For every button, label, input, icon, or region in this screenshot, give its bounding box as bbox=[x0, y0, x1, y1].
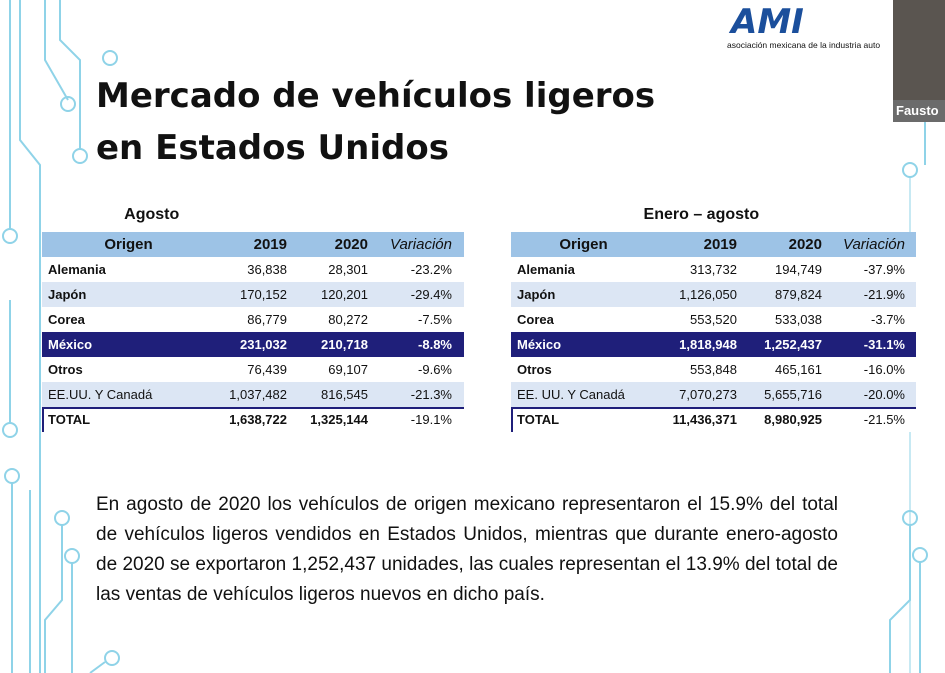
row-label: Japón bbox=[48, 287, 87, 302]
column-header: Origen bbox=[104, 236, 153, 253]
column-header: Origen bbox=[559, 236, 608, 253]
cell-value: -16.0% bbox=[863, 362, 905, 377]
slide-title: Mercado de vehículos ligeros en Estados … bbox=[96, 70, 655, 174]
cell-value: -21.3% bbox=[410, 387, 452, 402]
row-label: México bbox=[517, 337, 562, 352]
cell-value: 553,520 bbox=[690, 312, 737, 327]
cell-value: -9.6% bbox=[418, 362, 452, 377]
cell-value: -20.0% bbox=[863, 387, 905, 402]
table-row-bg bbox=[511, 407, 916, 432]
cell-value: 8,980,925 bbox=[764, 412, 822, 427]
video-thumbnail: Fausto bbox=[893, 0, 945, 122]
row-label: TOTAL bbox=[48, 412, 91, 427]
cell-value: 1,037,482 bbox=[229, 387, 287, 402]
table-row-bg bbox=[511, 332, 916, 357]
cell-value: 1,126,050 bbox=[679, 287, 737, 302]
row-label: Otros bbox=[517, 362, 552, 377]
cell-value: 86,779 bbox=[247, 312, 287, 327]
table-caption: Agosto bbox=[124, 206, 180, 223]
row-label: Japón bbox=[517, 287, 556, 302]
cell-value: 1,325,144 bbox=[310, 412, 368, 427]
logo: AMI asociación mexicana de la industria … bbox=[713, 0, 893, 58]
table-row-bg bbox=[42, 357, 464, 382]
row-label: Alemania bbox=[517, 262, 575, 277]
cell-value: 76,439 bbox=[247, 362, 287, 377]
cell-value: 465,161 bbox=[775, 362, 822, 377]
row-label: TOTAL bbox=[517, 412, 560, 427]
cell-value: -31.1% bbox=[863, 337, 905, 352]
table-row-bg bbox=[511, 257, 916, 282]
cell-value: 80,272 bbox=[328, 312, 368, 327]
cell-value: -8.8% bbox=[418, 337, 452, 352]
table-row-bg bbox=[511, 282, 916, 307]
title-line: en Estados Unidos bbox=[96, 128, 449, 168]
table-row-bg bbox=[42, 332, 464, 357]
cell-value: 533,038 bbox=[775, 312, 822, 327]
cell-value: -29.4% bbox=[410, 287, 452, 302]
cell-value: 170,152 bbox=[240, 287, 287, 302]
column-header: Variación bbox=[843, 236, 905, 253]
row-label: Corea bbox=[517, 312, 554, 327]
cell-value: 28,301 bbox=[328, 262, 368, 277]
cell-value: 194,749 bbox=[775, 262, 822, 277]
cell-value: 553,848 bbox=[690, 362, 737, 377]
column-header: Variación bbox=[390, 236, 452, 253]
cell-value: 5,655,716 bbox=[764, 387, 822, 402]
cell-value: -21.5% bbox=[863, 412, 905, 427]
table-header-bg bbox=[42, 232, 464, 257]
table-row-bg bbox=[42, 407, 464, 432]
cell-value: -37.9% bbox=[863, 262, 905, 277]
cell-value: 816,545 bbox=[321, 387, 368, 402]
table-row-bg bbox=[42, 307, 464, 332]
row-label: EE. UU. Y Canadá bbox=[517, 387, 625, 402]
cell-value: 313,732 bbox=[690, 262, 737, 277]
cell-value: 879,824 bbox=[775, 287, 822, 302]
column-header: 2020 bbox=[788, 236, 822, 253]
cell-value: 7,070,273 bbox=[679, 387, 737, 402]
row-label: México bbox=[48, 337, 93, 352]
table-caption: Enero – agosto bbox=[643, 206, 760, 223]
paragraph: En agosto de 2020 los vehículos de orige… bbox=[96, 494, 838, 605]
table-row-bg bbox=[511, 382, 916, 407]
participant-name: Fausto bbox=[893, 100, 945, 122]
cell-value: 1,638,722 bbox=[229, 412, 287, 427]
cell-value: 231,032 bbox=[240, 337, 287, 352]
column-header: 2020 bbox=[334, 236, 368, 253]
row-label: Alemania bbox=[48, 262, 106, 277]
row-label: Otros bbox=[48, 362, 83, 377]
cell-value: 1,818,948 bbox=[679, 337, 737, 352]
cell-value: 210,718 bbox=[321, 337, 368, 352]
cell-value: 69,107 bbox=[328, 362, 368, 377]
cell-value: -3.7% bbox=[871, 312, 905, 327]
title-line: Mercado de vehículos ligeros bbox=[96, 76, 656, 116]
cell-value: -21.9% bbox=[863, 287, 905, 302]
table-header-bg bbox=[511, 232, 916, 257]
cell-value: 1,252,437 bbox=[764, 337, 822, 352]
table-row-bg bbox=[511, 307, 916, 332]
logo-mark: AMI bbox=[731, 2, 804, 42]
cell-value: 120,201 bbox=[321, 287, 368, 302]
row-label: EE.UU. Y Canadá bbox=[48, 387, 153, 402]
table-row-bg bbox=[42, 257, 464, 282]
cell-value: -23.2% bbox=[410, 262, 452, 277]
cell-value: -19.1% bbox=[410, 412, 452, 427]
table-row-bg bbox=[42, 382, 464, 407]
row-label: Corea bbox=[48, 312, 85, 327]
table-row-bg bbox=[42, 282, 464, 307]
table-row-bg bbox=[511, 357, 916, 382]
column-header: 2019 bbox=[253, 236, 287, 253]
cell-value: 36,838 bbox=[247, 262, 287, 277]
cell-value: 11,436,371 bbox=[672, 412, 737, 427]
cell-value: -7.5% bbox=[418, 312, 452, 327]
logo-tagline: asociación mexicana de la industria auto bbox=[727, 40, 881, 50]
column-header: 2019 bbox=[703, 236, 737, 253]
